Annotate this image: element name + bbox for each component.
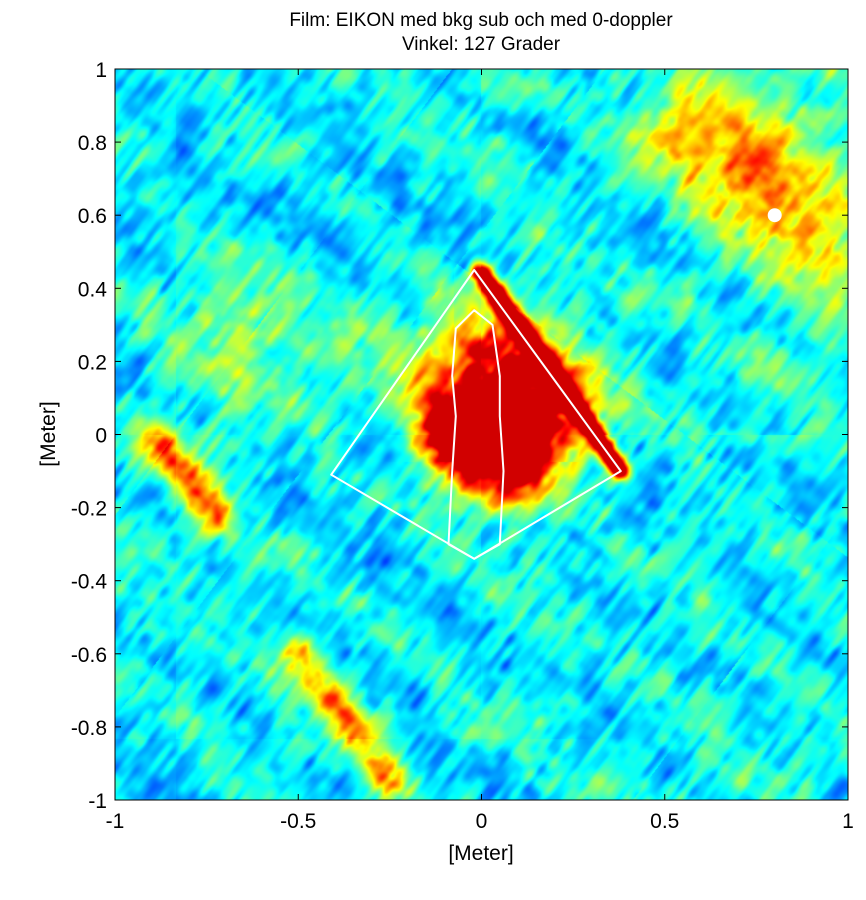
x-tick-label: 1 xyxy=(842,810,854,833)
y-tick-label: 0.4 xyxy=(78,278,108,301)
overlay-layer xyxy=(330,208,782,560)
y-tick-label: -0.6 xyxy=(71,644,107,667)
heatmap-image xyxy=(115,69,848,800)
y-tick-label: 1 xyxy=(95,59,107,82)
y-tick-label: -0.8 xyxy=(71,717,107,740)
chart-title-line-2: Vinkel: 127 Grader xyxy=(402,34,561,55)
x-tick-label: 0 xyxy=(476,810,488,833)
x-axis: -1 -0.5 0 0.5 1 xyxy=(106,69,854,833)
x-tick-label: -1 xyxy=(106,810,125,833)
y-tick-label: -1 xyxy=(88,790,107,813)
y-tick-label: 0.8 xyxy=(78,132,107,155)
y-tick-label: -0.2 xyxy=(71,498,107,521)
x-tick-label: 0.5 xyxy=(650,810,679,833)
y-tick-label: 0.6 xyxy=(78,205,107,228)
x-tick-label: -0.5 xyxy=(280,810,316,833)
y-axis-label: [Meter] xyxy=(37,401,60,466)
y-tick-label: 0 xyxy=(95,425,107,448)
overlay-outline xyxy=(447,309,505,560)
overlay-point xyxy=(767,208,782,223)
y-tick-label: -0.4 xyxy=(71,571,108,594)
y-axis: 1 0.8 0.6 0.4 0.2 0 -0.2 -0.4 -0.6 -0.8 -1 xyxy=(71,59,848,813)
heatmap-plot-area xyxy=(115,69,848,800)
y-tick-label: 0.2 xyxy=(78,351,107,374)
chart-title-line-1: Film: EIKON med bkg sub och med 0-dopple… xyxy=(289,10,673,31)
x-axis-label: [Meter] xyxy=(448,842,513,865)
